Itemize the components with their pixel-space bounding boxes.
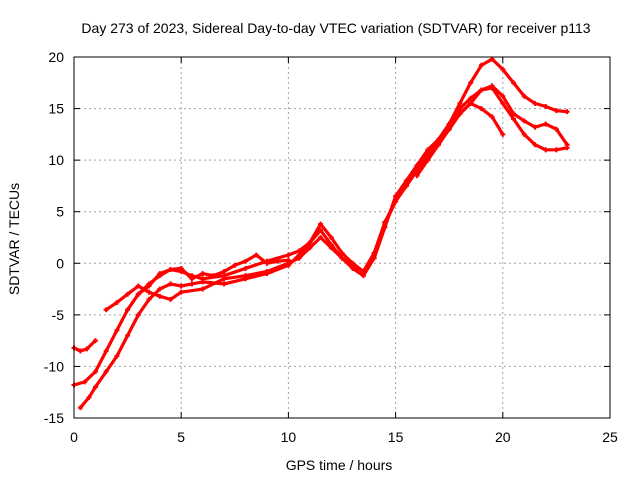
x-tick-label: 5 — [177, 429, 185, 445]
plot-frame — [73, 56, 611, 419]
series-line-track-1 — [72, 339, 98, 353]
y-tick-label: -5 — [52, 307, 65, 323]
x-tick-label: 20 — [495, 429, 511, 445]
x-tick-label: 25 — [602, 429, 618, 445]
y-tick-label: 15 — [48, 101, 64, 117]
x-tick-label: 0 — [70, 429, 78, 445]
chart-title: Day 273 of 2023, Sidereal Day-to-day VTE… — [81, 20, 590, 36]
x-axis-label: GPS time / hours — [286, 457, 393, 473]
axis-ticks: 0 5 10 15 20 25 -15 -10 -5 0 5 10 15 20 — [44, 49, 618, 445]
series-group — [71, 56, 570, 411]
y-tick-label: -15 — [44, 410, 64, 426]
x-tick-label: 15 — [388, 429, 404, 445]
y-tick-label: 5 — [56, 204, 64, 220]
y-tick-label: -10 — [44, 358, 64, 374]
y-tick-label: 10 — [48, 152, 64, 168]
grid — [74, 57, 610, 418]
y-tick-label: 20 — [48, 49, 64, 65]
x-tick-label: 10 — [281, 429, 297, 445]
y-axis-label: SDTVAR / TECUs — [6, 183, 22, 295]
y-tick-label: 0 — [56, 255, 64, 271]
